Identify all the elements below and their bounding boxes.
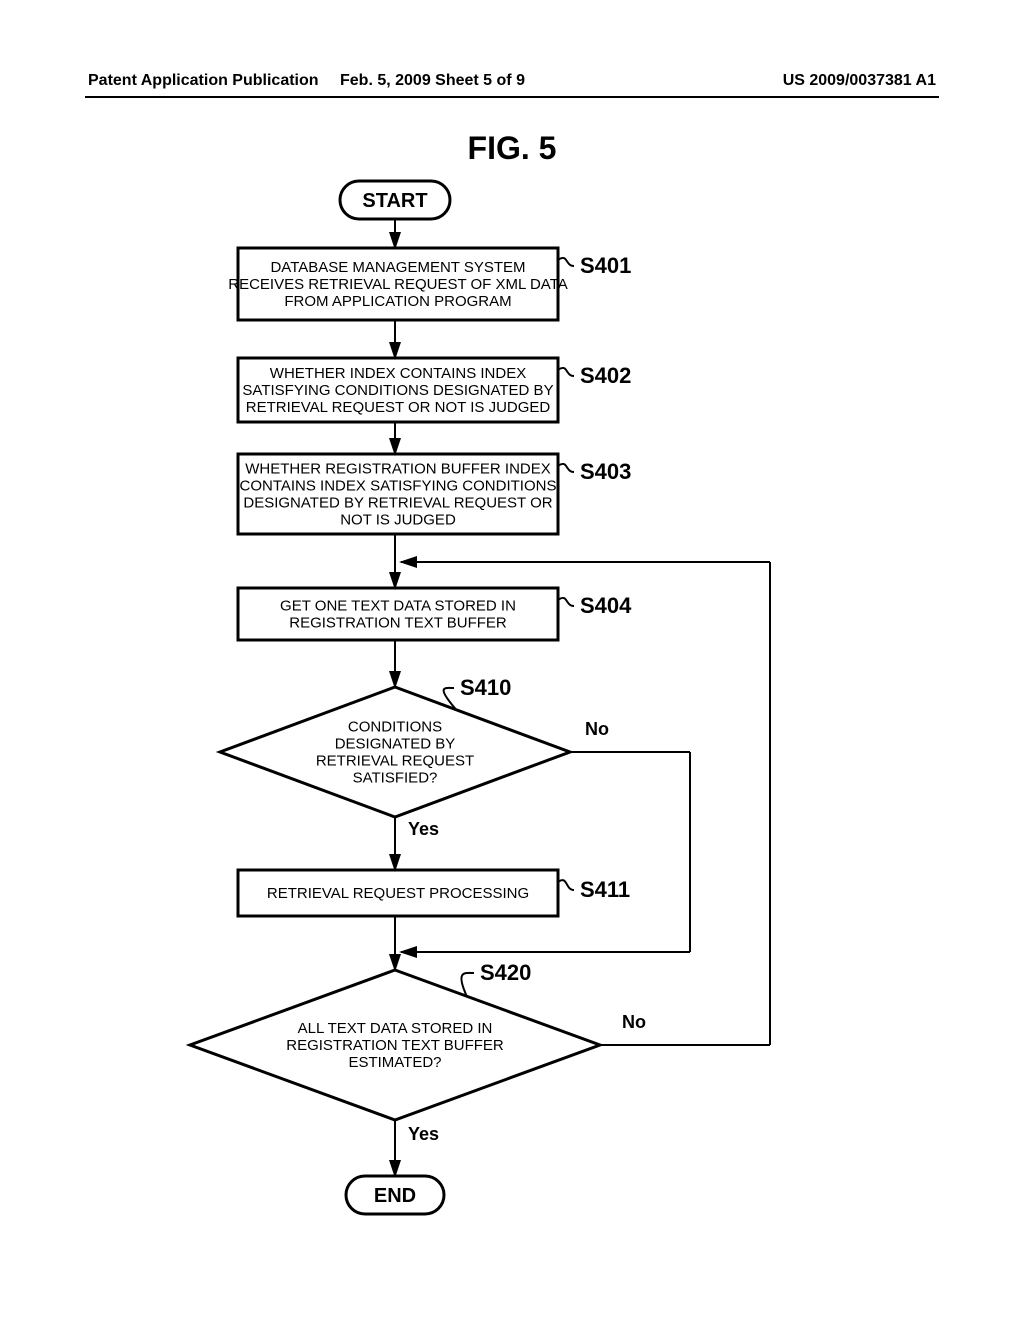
step-label: S404: [580, 593, 632, 618]
no-label: No: [585, 719, 609, 739]
ref-leader: [558, 598, 574, 606]
decision-text: DESIGNATED BY: [335, 736, 456, 753]
ref-leader: [558, 258, 574, 266]
process-text: FROM APPLICATION PROGRAM: [284, 293, 511, 310]
ref-leader: [461, 973, 474, 996]
yes-label: Yes: [408, 819, 439, 839]
page-container: Patent Application Publication Feb. 5, 2…: [0, 0, 1024, 1320]
decision-text: CONDITIONS: [348, 719, 442, 736]
process-text: RETRIEVAL REQUEST PROCESSING: [267, 885, 529, 902]
process-text: GET ONE TEXT DATA STORED IN: [280, 598, 516, 615]
process-text: NOT IS JUDGED: [340, 512, 456, 529]
ref-leader: [558, 464, 574, 472]
terminal-text: END: [374, 1185, 416, 1207]
step-label: S401: [580, 253, 631, 278]
decision-text: RETRIEVAL REQUEST: [316, 753, 474, 770]
process-text: WHETHER REGISTRATION BUFFER INDEX: [245, 461, 551, 478]
process-text: WHETHER INDEX CONTAINS INDEX: [270, 365, 526, 382]
decision-text: ESTIMATED?: [348, 1054, 441, 1071]
process-text: RETRIEVAL REQUEST OR NOT IS JUDGED: [246, 399, 551, 416]
process-text: CONTAINS INDEX SATISFYING CONDITIONS: [240, 478, 557, 495]
step-label: S403: [580, 459, 631, 484]
decision-text: REGISTRATION TEXT BUFFER: [286, 1037, 504, 1054]
no-label: No: [622, 1012, 646, 1032]
decision-text: SATISFIED?: [353, 770, 438, 787]
ref-leader: [558, 368, 574, 376]
process-text: SATISFYING CONDITIONS DESIGNATED BY: [242, 382, 553, 399]
flowchart-svg: START DATABASE MANAGEMENT SYSTEMRECEIVES …: [0, 0, 1024, 1320]
yes-label: Yes: [408, 1124, 439, 1144]
step-label: S411: [580, 877, 630, 902]
step-label: S402: [580, 363, 631, 388]
process-text: RECEIVES RETRIEVAL REQUEST OF XML DATA: [228, 276, 568, 293]
process-text: DATABASE MANAGEMENT SYSTEM: [270, 259, 525, 276]
step-label: S410: [460, 675, 511, 700]
ref-leader: [558, 880, 574, 890]
step-label: S420: [480, 960, 531, 985]
terminal-text: START: [362, 190, 427, 212]
decision-text: ALL TEXT DATA STORED IN: [298, 1020, 493, 1037]
process-text: REGISTRATION TEXT BUFFER: [289, 615, 507, 632]
process-text: DESIGNATED BY RETRIEVAL REQUEST OR: [243, 495, 552, 512]
